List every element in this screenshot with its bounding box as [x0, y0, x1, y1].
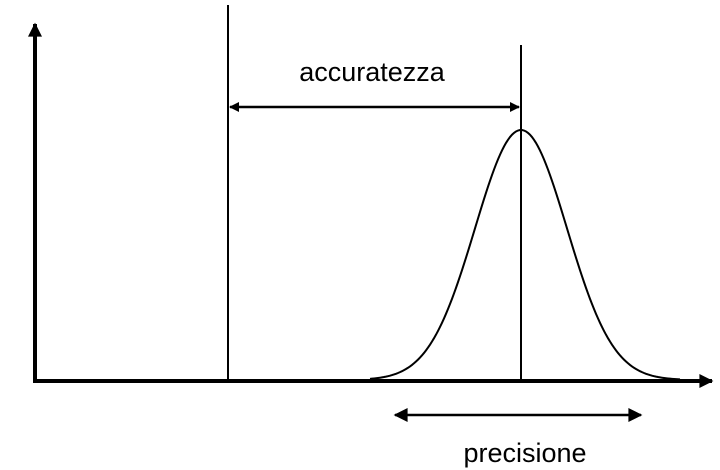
precision-label: precisione: [463, 438, 586, 468]
accuracy-label: accuratezza: [299, 57, 446, 87]
distribution-curve: [369, 129, 681, 381]
